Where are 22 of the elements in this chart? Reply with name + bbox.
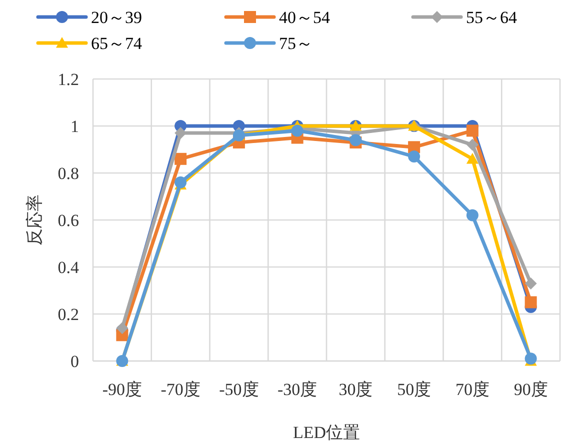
y-tick-label: 0.4 — [58, 258, 80, 277]
x-tick-label: -70度 — [160, 380, 200, 399]
x-tick-label: 90度 — [514, 380, 548, 399]
legend-label: 75～ — [279, 34, 313, 53]
y-tick-label: 1.2 — [58, 70, 79, 89]
x-tick-label: -30度 — [277, 380, 318, 399]
x-tick-label: -90度 — [102, 380, 142, 399]
x-tick-label: 30度 — [338, 380, 373, 399]
y-tick-label: 0 — [70, 352, 79, 371]
y-axis-title: 反応率 — [25, 194, 44, 246]
x-tick-label: 50度 — [397, 380, 432, 399]
legend-label: 20～39 — [91, 8, 142, 27]
legend-label: 40～54 — [279, 8, 330, 27]
y-tick-label: 0.2 — [58, 305, 79, 324]
y-tick-label: 0.8 — [58, 164, 79, 183]
legend-label: 55～64 — [466, 8, 518, 27]
y-tick-label: 1 — [70, 117, 79, 136]
x-axis-title: LED位置 — [292, 423, 360, 442]
legend-label: 65～74 — [91, 34, 142, 53]
x-tick-label: 70度 — [455, 380, 490, 399]
y-tick-label: 0.6 — [58, 211, 79, 230]
x-tick-label: -50度 — [219, 380, 259, 399]
